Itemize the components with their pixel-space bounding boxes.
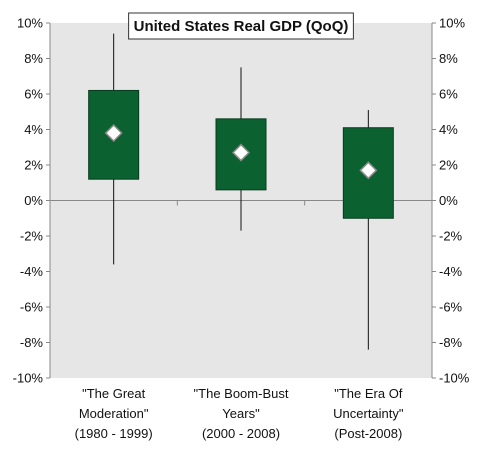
box-series <box>88 33 394 350</box>
right-tick-label: -4% <box>439 264 463 279</box>
right-tick-label: 2% <box>439 158 458 173</box>
left-tick-label: -2% <box>20 229 44 244</box>
category-label-line: Moderation" <box>79 406 149 421</box>
box-rect <box>215 118 267 191</box>
left-tick-label: 6% <box>24 87 43 102</box>
category-label-line: (2000 - 2008) <box>202 426 280 441</box>
category-label-line: Years" <box>222 406 260 421</box>
left-tick-label: -6% <box>20 300 44 315</box>
chart-title: United States Real GDP (QoQ) <box>134 18 349 35</box>
left-tick-label: 2% <box>24 158 43 173</box>
category-label-line: "The Great <box>82 386 146 401</box>
right-tick-labels: 10% 8% 6% 4% 2% 0% -2% -4% -6% -8% -10% <box>432 16 470 386</box>
left-tick-label: 4% <box>24 122 43 137</box>
left-tick-label: 0% <box>24 193 43 208</box>
left-tick-label: -10% <box>13 371 44 386</box>
right-tick-label: -10% <box>439 371 470 386</box>
average-marker <box>231 143 251 162</box>
left-tick-label: 8% <box>24 51 43 66</box>
category-label-line: "The Boom-Bust <box>194 386 289 401</box>
average-marker <box>104 123 123 143</box>
right-tick-label: 4% <box>439 122 458 137</box>
left-tick-label: -8% <box>20 335 44 350</box>
category-label-line: (1980 - 1999) <box>75 426 153 441</box>
left-tick-labels: 10% 8% 6% 4% 2% 0% -2% -4% -6% -8% -10% <box>13 16 50 386</box>
chart-title-box <box>128 12 354 40</box>
right-tick-label: 6% <box>439 87 458 102</box>
right-tick-label: -2% <box>439 229 463 244</box>
chart-title-group: United States Real GDP (QoQ) <box>128 12 354 40</box>
category-label-line: "The Era Of <box>334 386 403 401</box>
left-tick-label: -4% <box>20 264 44 279</box>
category-labels: "The Great Moderation" (1980 - 1999) "The B… <box>75 386 404 441</box>
right-tick-label: 8% <box>439 51 458 66</box>
right-tick-label: -8% <box>439 335 463 350</box>
right-tick-label: 0% <box>439 193 458 208</box>
category-label-line: Uncertainty" <box>333 406 404 421</box>
right-tick-label: -6% <box>439 300 463 315</box>
left-tick-label: 10% <box>17 16 43 31</box>
average-marker <box>359 161 378 180</box>
right-tick-label: 10% <box>439 16 465 31</box>
category-label-line: (Post-2008) <box>334 426 402 441</box>
